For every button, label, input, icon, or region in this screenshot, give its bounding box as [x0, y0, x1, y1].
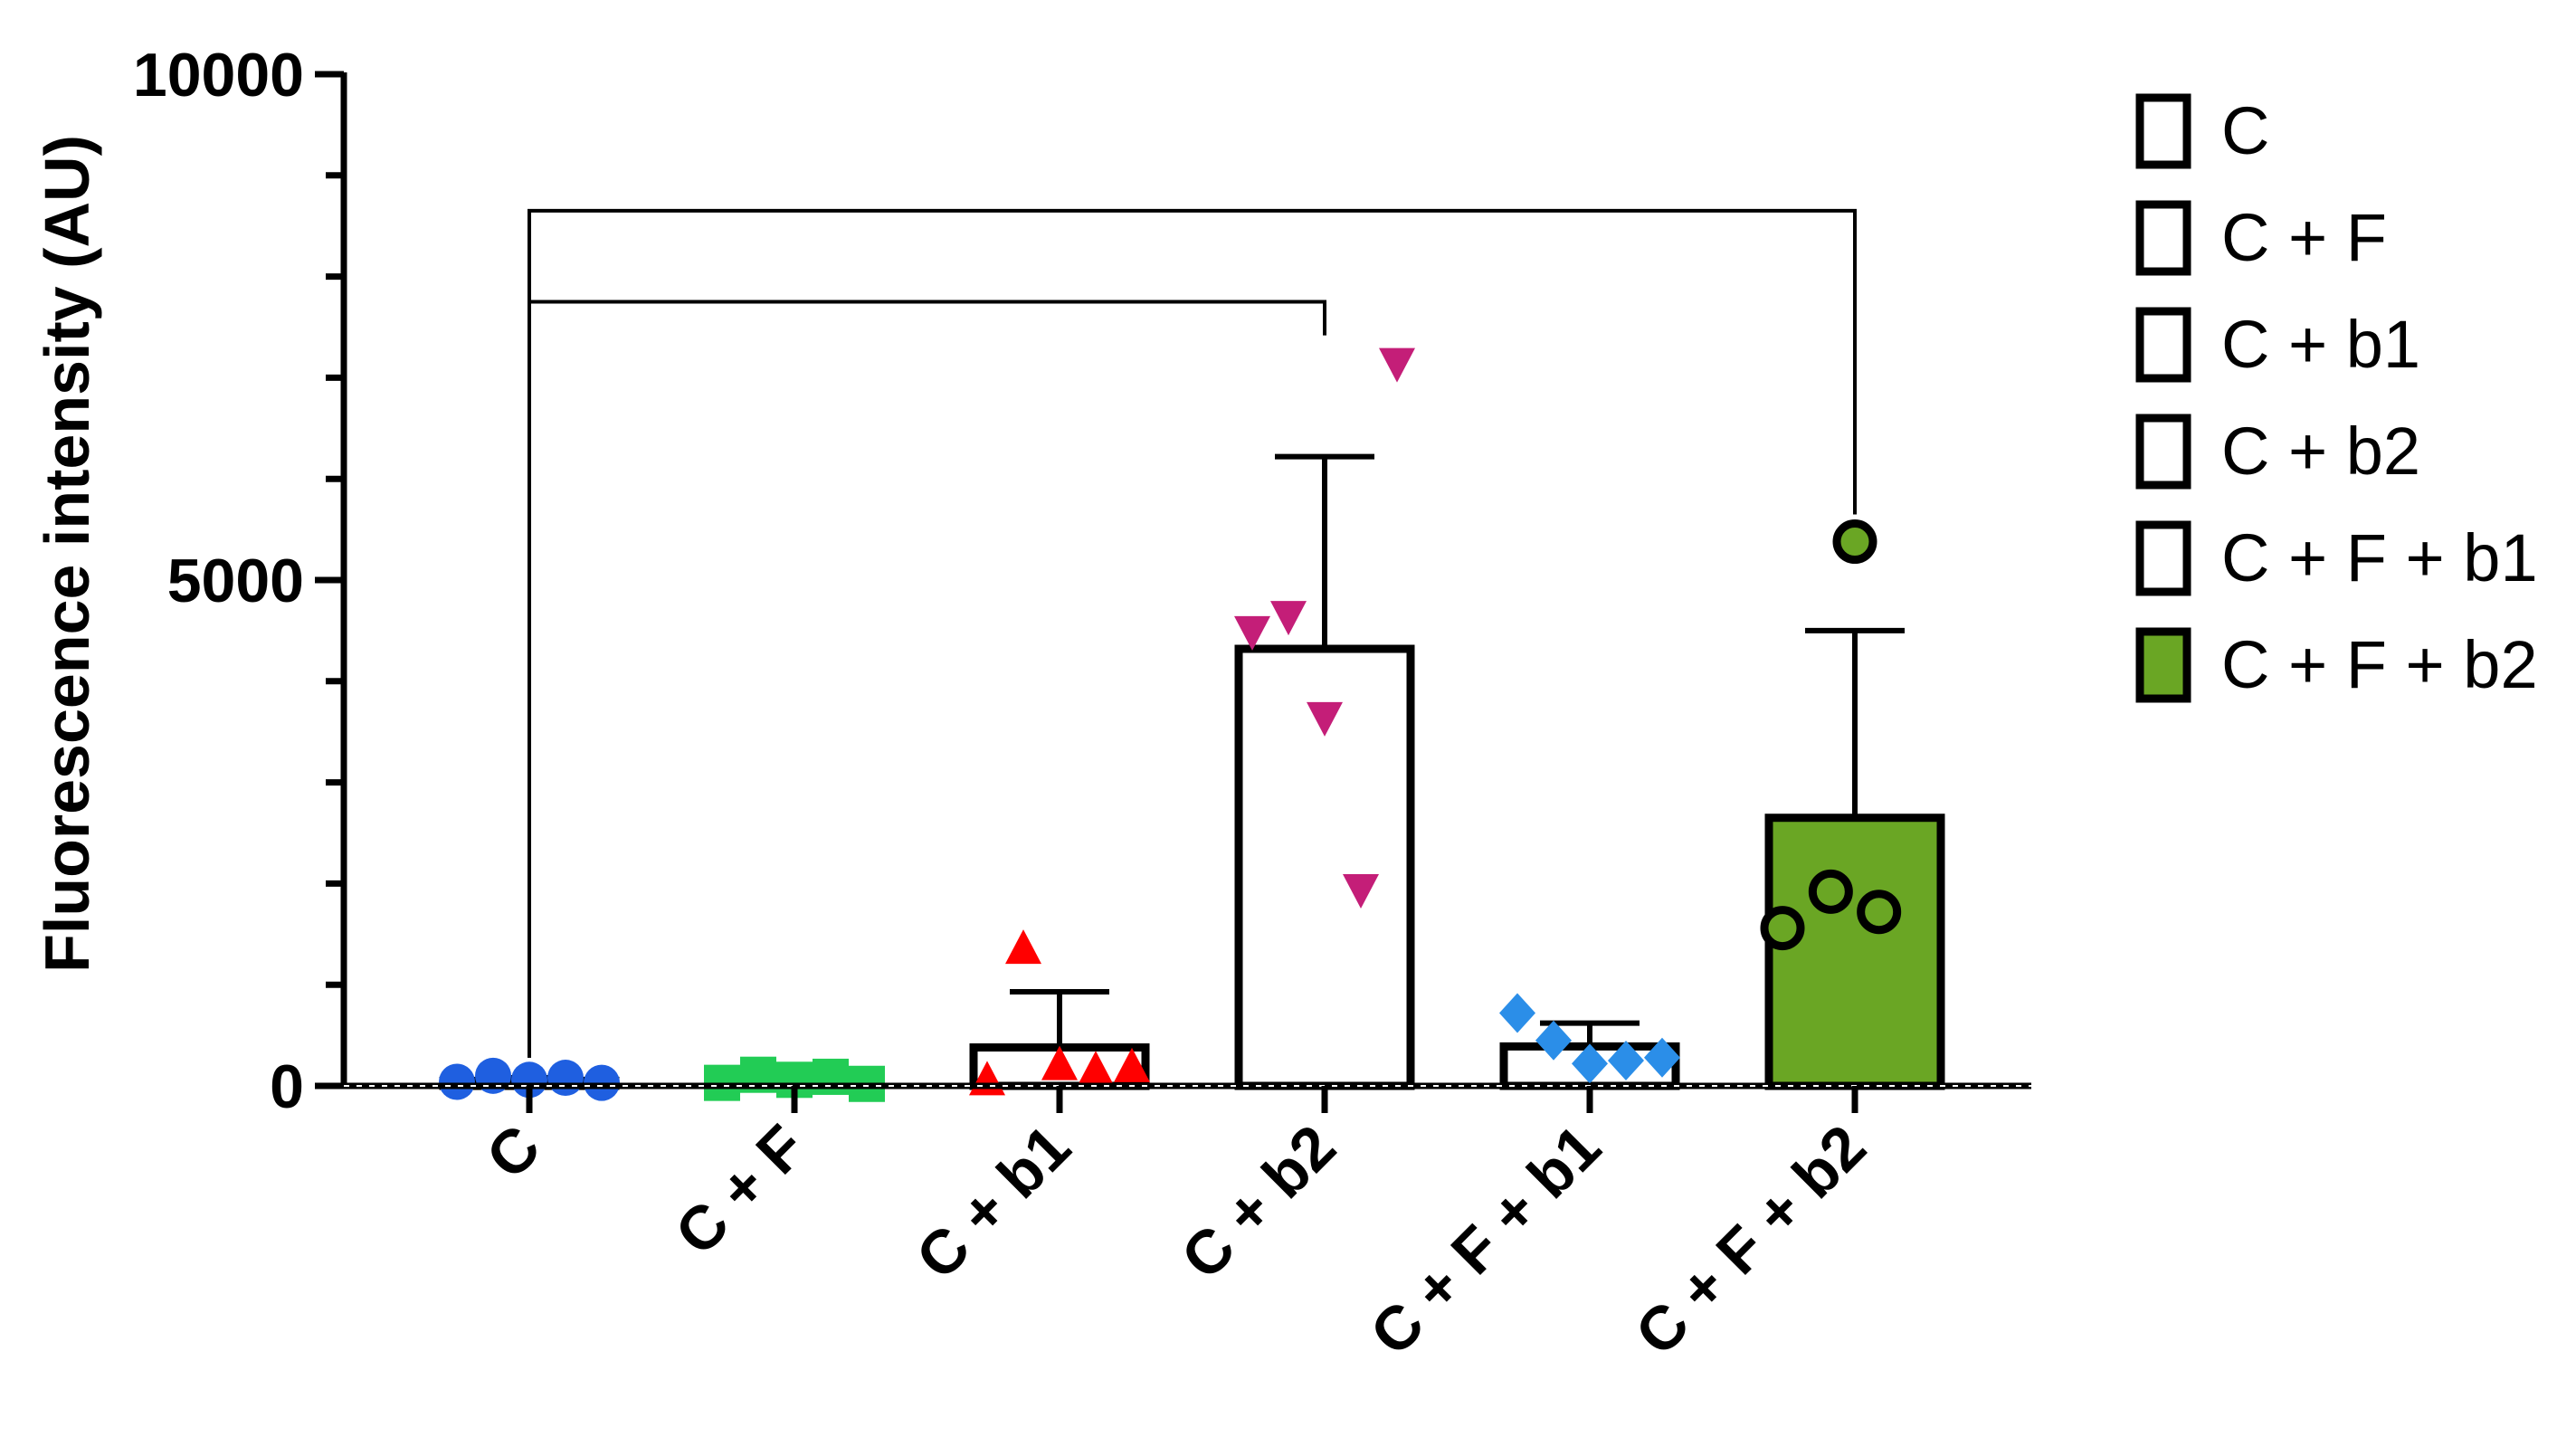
- data-point: [1041, 1045, 1078, 1080]
- data-point: [1644, 1037, 1680, 1078]
- data-point: [1234, 615, 1270, 651]
- y-tick-label: 0: [270, 1052, 304, 1121]
- data-point: [1114, 1047, 1150, 1082]
- legend-swatch: [2135, 520, 2191, 596]
- data-point: [813, 1058, 849, 1095]
- legend-label: C + F + b1: [2221, 520, 2538, 595]
- y-axis: 0 5000 10000: [133, 41, 347, 1121]
- comparison-brackets: [528, 208, 1857, 1058]
- legend-label: C + F: [2221, 200, 2387, 275]
- data-point: [1343, 873, 1379, 909]
- data-points: [439, 347, 1902, 1102]
- x-tick-label: C + F: [662, 1112, 819, 1269]
- data-point: [1078, 1051, 1114, 1086]
- x-tick-label: C + b1: [903, 1112, 1083, 1292]
- legend-swatch: [2135, 93, 2191, 169]
- bar: [1764, 814, 1945, 1090]
- data-point: [1270, 601, 1307, 636]
- data-point: [1379, 347, 1415, 383]
- data-point: [1535, 1020, 1572, 1061]
- data-point: [1808, 869, 1853, 914]
- legend-label: C + b2: [2221, 414, 2420, 489]
- x-tick-label: C + F + b2: [1622, 1112, 1879, 1369]
- legend-label: C + b1: [2221, 307, 2420, 382]
- legend: C C + F C + b1 C + b2 C + F + b1 C + F + b2: [2135, 93, 2538, 703]
- data-point: [439, 1063, 475, 1100]
- legend-swatch: [2135, 414, 2191, 490]
- legend-swatch: [2135, 627, 2191, 703]
- legend-swatch: [2135, 200, 2191, 276]
- data-point: [1608, 1041, 1644, 1081]
- data-point: [1832, 519, 1877, 565]
- bars: [439, 453, 1945, 1090]
- data-point: [1005, 929, 1041, 965]
- y-tick-label: 10000: [133, 41, 304, 109]
- significance-bracket: [528, 300, 1326, 1058]
- data-point: [1857, 890, 1902, 935]
- data-point: [1499, 993, 1535, 1033]
- x-tick-label: C: [473, 1112, 553, 1192]
- x-axis: C C + F C + b1 C + b2 C + F + b1 C + F + b2: [344, 1082, 2031, 1369]
- y-axis-label: Fluorescence intensity (AU): [32, 135, 102, 973]
- x-tick-label: C + F + b1: [1357, 1112, 1614, 1369]
- legend-label: C + F + b2: [2221, 627, 2538, 702]
- y-tick-label: 5000: [167, 547, 304, 615]
- data-point: [547, 1060, 584, 1097]
- data-point: [1572, 1043, 1608, 1084]
- legend-swatch: [2135, 307, 2191, 383]
- significance-bracket: [528, 208, 1857, 1058]
- legend-label: C: [2221, 93, 2269, 168]
- x-tick-label: C + b2: [1168, 1112, 1348, 1292]
- data-point: [1760, 906, 1805, 951]
- data-point: [1307, 701, 1343, 737]
